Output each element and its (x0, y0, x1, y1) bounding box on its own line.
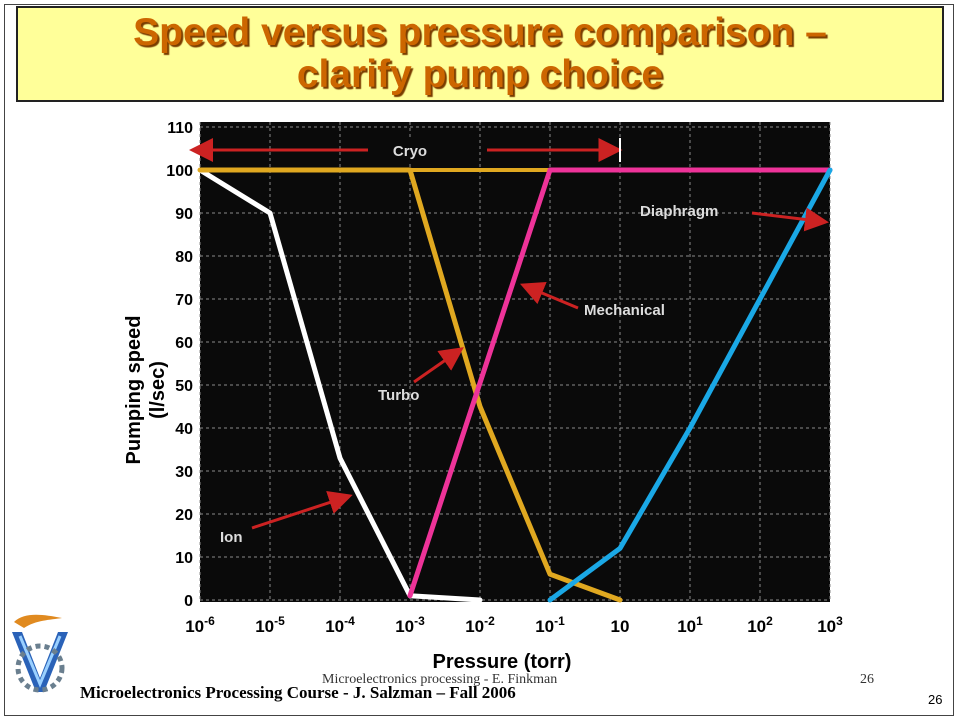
x-tick-label: 10-1 (535, 614, 565, 636)
y-tick-label: 20 (175, 507, 193, 524)
x-tick-label: 102 (747, 614, 773, 636)
x-tick-label: 10-6 (185, 614, 215, 636)
x-tick-label: 10-3 (395, 614, 425, 636)
footer-author-text: Microelectronics processing - E. Finkman (322, 672, 558, 687)
y-tick-label: 80 (175, 249, 193, 266)
y-tick-label: 100 (166, 163, 193, 180)
mechanical-annotation-label: Mechanical (584, 302, 665, 319)
y-tick-label: 0 (184, 593, 193, 610)
diaphragm-annotation-label: Diaphragm (640, 203, 718, 220)
diaphragm-series-line (547, 167, 833, 603)
cryo-label-background (382, 139, 438, 163)
y-tick-label: 60 (175, 335, 193, 352)
y-tick-label: 110 (167, 120, 193, 137)
y-tick-label: 90 (175, 206, 193, 223)
ion-annotation-label: Ion (220, 529, 243, 546)
turbo-annotation-label: Turbo (378, 387, 419, 404)
footer-page-number: 26 (860, 672, 874, 687)
x-tick-label: 101 (677, 614, 703, 636)
x-tick-label: 103 (817, 614, 843, 636)
x-tick-label: 10-4 (325, 614, 355, 636)
x-axis-label: Pressure (torr) (433, 651, 572, 673)
y-tick-label: 70 (175, 292, 193, 309)
mechanical-series-line (407, 167, 833, 599)
x-tick-label: 10 (611, 617, 630, 636)
slide-title: Speed versus pressure comparison – clari… (133, 11, 827, 96)
y-tick-label: 40 (175, 421, 193, 438)
y-tick-label: 10 (175, 550, 193, 567)
ion-annotation-arrow (251, 491, 353, 530)
technion-logo-icon (6, 612, 74, 707)
y-axis-label: Pumping speed (l/sec) (123, 316, 169, 465)
cryo-annotation-label: Cryo (393, 143, 427, 160)
diaphragm-annotation-arrow (751, 207, 829, 232)
plot-background (200, 122, 830, 602)
ion-series-line (197, 167, 483, 603)
x-tick-label: 10-2 (465, 614, 495, 636)
x-tick-label: 10-5 (255, 614, 285, 636)
turbo-annotation-arrow (413, 347, 464, 384)
title-box: Speed versus pressure comparison – clari… (16, 6, 944, 102)
slide-frame (4, 4, 954, 716)
slide-number: 26 (928, 692, 943, 707)
footer-course-text: Microelectronics Processing Course - J. … (80, 683, 516, 702)
y-tick-label: 50 (175, 378, 193, 395)
mechanical-annotation-arrow (519, 281, 579, 310)
y-tick-label: 30 (175, 464, 193, 481)
